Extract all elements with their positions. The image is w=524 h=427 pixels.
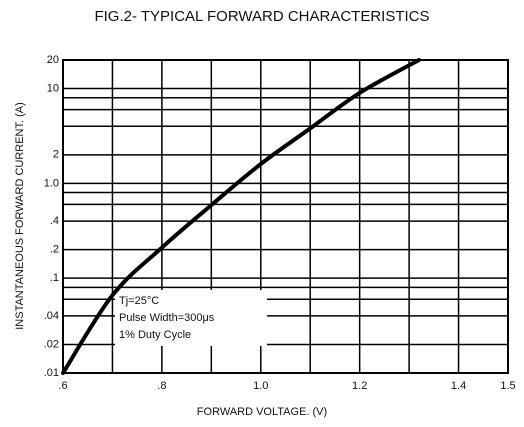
x-tick-label: 1.4 [451,380,466,392]
y-tick-label: .4 [50,215,59,227]
y-tick-label: .01 [44,367,59,379]
y-tick-label: .04 [44,310,59,322]
y-tick-label: .02 [44,338,59,350]
x-tick-label: 1.2 [352,380,367,392]
annotation: Tj=25°C [119,295,159,307]
y-tick-label: 10 [47,82,59,94]
annotation: 1% Duty Cycle [119,329,191,341]
plot-frame [62,59,509,374]
x-tick-label: .8 [157,380,166,392]
chart-title: FIG.2- TYPICAL FORWARD CHARACTERISTICS [94,8,429,25]
annotation-box [115,290,267,346]
x-tick-label: 1.5 [500,380,515,392]
x-tick-label: .6 [58,380,67,392]
y-axis-label: INSTANTANEOUS FORWARD CURRENT. (A) [14,102,26,330]
x-tick-label: 1.0 [253,380,268,392]
y-tick-label: 2 [53,149,59,161]
y-tick-label: 1.0 [44,177,59,189]
data-line [61,58,421,375]
annotation: Pulse Width=300μs [119,312,215,324]
y-tick-label: .1 [50,272,59,284]
x-axis-label: FORWARD VOLTAGE. (V) [197,406,327,418]
y-tick-label: 20 [47,54,59,66]
y-tick-label: .2 [50,244,59,256]
